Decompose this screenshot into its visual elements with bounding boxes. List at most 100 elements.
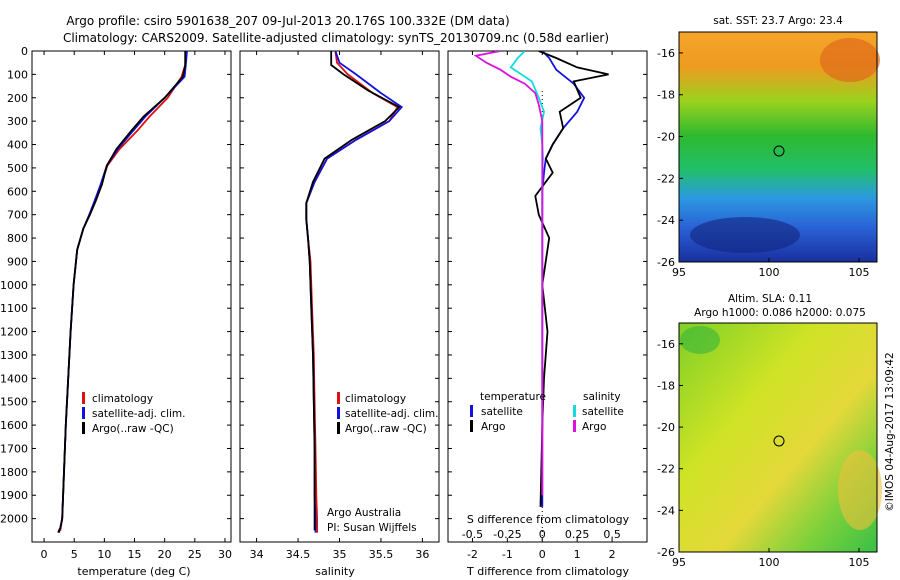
map-y-tick-label: -18 bbox=[657, 89, 675, 102]
x-tick-label: 34.5 bbox=[286, 548, 311, 561]
map-y-tick-label: -20 bbox=[657, 421, 675, 434]
depth-tick-label: 500 bbox=[7, 162, 28, 175]
legend-title-salinity: salinity bbox=[583, 391, 621, 403]
sla-high-patch bbox=[838, 450, 882, 530]
legend-label: Argo(..raw -QC) bbox=[345, 423, 427, 435]
depth-tick-label: 300 bbox=[7, 115, 28, 128]
legend-title-temperature: temperature bbox=[480, 391, 546, 403]
temperature-profile-lines bbox=[57, 51, 188, 534]
legend-label: satellite-adj. clim. bbox=[345, 408, 438, 420]
series-line-satellite-adj-clim- bbox=[305, 51, 404, 533]
sst-warm-patch bbox=[820, 38, 880, 82]
imos-timestamp: ©IMOS 04-Aug-2017 13:09:42 bbox=[884, 352, 896, 511]
x-tick-label: 20 bbox=[158, 548, 172, 561]
sla-argo-location-marker bbox=[773, 435, 785, 447]
x-tick-label: 1 bbox=[574, 548, 581, 561]
depth-tick-label: 1300 bbox=[0, 349, 28, 362]
x-tick-label: 0 bbox=[539, 548, 546, 561]
depth-tick-label: 1100 bbox=[0, 302, 28, 315]
legend-swatch-climatology bbox=[82, 392, 85, 404]
series-line-satellite-adj-clim- bbox=[57, 51, 188, 533]
map-y-tick-label: -22 bbox=[657, 463, 675, 476]
legend-swatch-s-argo bbox=[573, 420, 576, 432]
salinity-profile-lines bbox=[305, 51, 404, 533]
legend-swatch-argo bbox=[337, 422, 340, 434]
figure-title-line2: Climatology: CARS2009. Satellite-adjuste… bbox=[63, 31, 609, 45]
x-tick-label: 34 bbox=[250, 548, 264, 561]
series-line-argo-raw-qc- bbox=[58, 51, 187, 533]
map-y-tick-label: -24 bbox=[657, 214, 675, 227]
map-y-tick-label: -26 bbox=[657, 256, 675, 269]
depth-tick-label: 800 bbox=[7, 232, 28, 245]
depth-tick-label: 700 bbox=[7, 209, 28, 222]
x-tick-label: 35.5 bbox=[369, 548, 394, 561]
x-tick-label: 30 bbox=[218, 548, 232, 561]
map-y-tick-label: -16 bbox=[657, 47, 675, 60]
series-line-temperature-argo bbox=[534, 51, 609, 507]
depth-tick-label: 1500 bbox=[0, 396, 28, 409]
s-difference-xlabel: S difference from climatology bbox=[467, 513, 630, 526]
x-tick-label: 0 bbox=[41, 548, 48, 561]
series-line-climatology bbox=[57, 51, 187, 534]
x-tick-label: -2 bbox=[467, 548, 478, 561]
x-tick-label: 2 bbox=[609, 548, 616, 561]
depth-tick-label: 1400 bbox=[0, 372, 28, 385]
map-x-tick-label: 105 bbox=[849, 556, 870, 569]
legend-label: climatology bbox=[92, 393, 153, 405]
salinity-legend: climatology satellite-adj. clim. Argo(..… bbox=[337, 392, 438, 435]
x-tick-label: 36 bbox=[415, 548, 429, 561]
temperature-x-axis: 0 5 10 15 20 25 30 bbox=[41, 51, 232, 561]
temperature-xlabel: temperature (deg C) bbox=[77, 565, 190, 578]
legend-label: Argo(..raw -QC) bbox=[92, 423, 174, 435]
temperature-legend: climatology satellite-adj. clim. Argo(..… bbox=[82, 392, 185, 435]
depth-tick-label: 1000 bbox=[0, 279, 28, 292]
legend-label: satellite-adj. clim. bbox=[92, 408, 185, 420]
salinity-axes-frame bbox=[239, 50, 440, 543]
difference-salinity-axis: -0.5 -0.25 0 0.25 0.5 bbox=[462, 528, 621, 541]
map-y-tick-label: -22 bbox=[657, 172, 675, 185]
map-y-tick-label: -24 bbox=[657, 504, 675, 517]
map-y-tick-label: -20 bbox=[657, 131, 675, 144]
sst-map-axes: 95 100 105 -16 -18 -20 -22 -24 -26 bbox=[657, 47, 869, 279]
map-x-tick-label: 100 bbox=[759, 556, 780, 569]
x-tick-label: 10 bbox=[97, 548, 111, 561]
difference-profile-lines bbox=[473, 51, 609, 507]
figure-title-line1: Argo profile: csiro 5901638_207 09-Jul-2… bbox=[66, 14, 509, 28]
t-difference-xlabel: T difference from climatology bbox=[466, 565, 629, 578]
legend-swatch-s-satellite bbox=[573, 405, 576, 417]
map-x-tick-label: 95 bbox=[672, 266, 686, 279]
sla-map-axes: 95 100 105 -16 -18 -20 -22 -24 -26 bbox=[657, 338, 869, 569]
depth-tick-label: 2000 bbox=[0, 513, 28, 526]
credit-argo-australia: Argo Australia bbox=[327, 507, 401, 519]
legend-swatch-t-satellite bbox=[470, 405, 473, 417]
series-line-argo-raw-qc- bbox=[305, 51, 401, 531]
sst-map-title: sat. SST: 23.7 Argo: 23.4 bbox=[713, 15, 843, 27]
depth-tick-label: 1700 bbox=[0, 442, 28, 455]
x-tick-label: 15 bbox=[128, 548, 142, 561]
difference-legend: temperature salinity satellite Argo sate… bbox=[470, 391, 624, 433]
legend-label: Argo bbox=[582, 421, 606, 433]
x2-tick-label: 0 bbox=[539, 528, 546, 541]
sst-argo-location-marker bbox=[773, 145, 785, 157]
difference-axes-frame bbox=[447, 50, 648, 543]
map-x-tick-label: 95 bbox=[672, 556, 686, 569]
series-line-salinity-argo bbox=[473, 51, 544, 496]
x2-tick-label: -0.25 bbox=[493, 528, 521, 541]
depth-tick-label: 1900 bbox=[0, 489, 28, 502]
difference-x-axis: -2 -1 0 1 2 bbox=[467, 51, 616, 561]
map-y-tick-label: -18 bbox=[657, 379, 675, 392]
x2-tick-label: 0.5 bbox=[603, 528, 621, 541]
depth-tick-label: 1800 bbox=[0, 466, 28, 479]
x2-tick-label: -0.5 bbox=[462, 528, 483, 541]
x-tick-label: -1 bbox=[502, 548, 513, 561]
x-tick-label: 35 bbox=[333, 548, 347, 561]
legend-label: satellite bbox=[481, 406, 523, 418]
depth-tick-label: 1200 bbox=[0, 326, 28, 339]
map-y-tick-label: -26 bbox=[657, 546, 675, 559]
legend-swatch-climatology bbox=[337, 392, 340, 404]
legend-swatch-satellite bbox=[82, 407, 85, 419]
legend-swatch-satellite bbox=[337, 407, 340, 419]
series-line-temperature-satellite bbox=[541, 51, 586, 507]
depth-tick-label: 1600 bbox=[0, 419, 28, 432]
